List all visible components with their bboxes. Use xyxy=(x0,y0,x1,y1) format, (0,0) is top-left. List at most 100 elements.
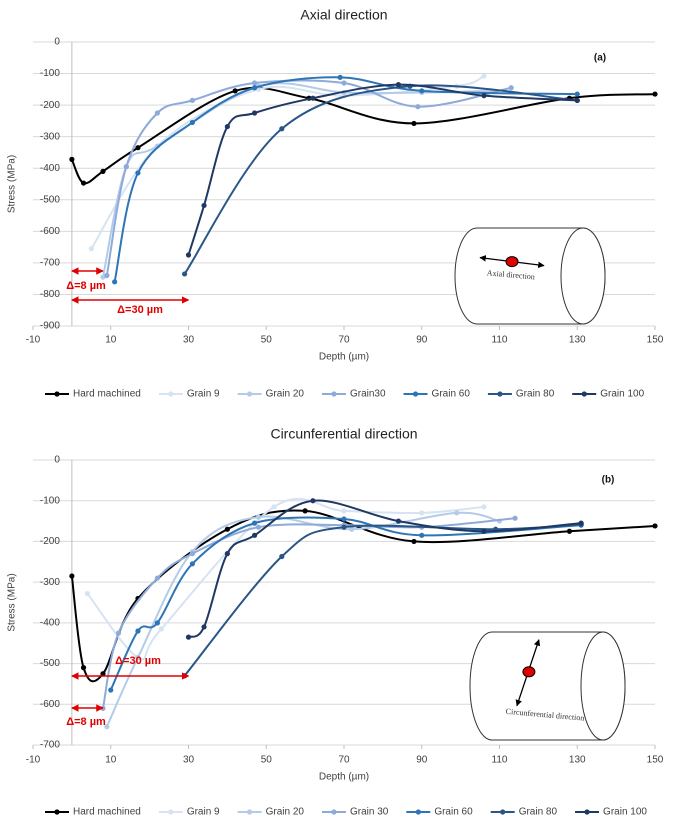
x-tick-label: 70 xyxy=(338,335,350,346)
x-tick-label: 130 xyxy=(569,335,586,346)
data-point xyxy=(454,510,460,516)
data-point xyxy=(189,97,195,103)
data-point xyxy=(100,168,106,174)
data-point xyxy=(574,97,580,103)
data-point xyxy=(341,524,347,530)
legend-dot xyxy=(54,809,60,815)
y-tick-label: -100 xyxy=(40,495,60,506)
data-point xyxy=(481,93,487,99)
data-point xyxy=(80,180,87,186)
data-point xyxy=(69,156,75,162)
x-tick-label: 110 xyxy=(492,335,508,346)
data-point xyxy=(271,504,277,510)
data-point xyxy=(135,628,141,634)
data-point xyxy=(302,508,308,514)
data-point xyxy=(652,91,658,97)
legend-dot xyxy=(415,809,421,815)
series-line xyxy=(183,84,578,275)
series-line xyxy=(70,86,656,185)
data-point xyxy=(154,110,160,116)
x-tick-label: 50 xyxy=(261,755,273,766)
legend-dot xyxy=(500,809,506,815)
inset: Circunferential direction xyxy=(469,631,626,741)
y-tick-label: -900 xyxy=(40,321,60,332)
data-point xyxy=(310,498,316,504)
y-tick-label: -100 xyxy=(40,68,60,79)
y-tick-label: -500 xyxy=(40,658,60,669)
data-point xyxy=(224,526,230,532)
y-tick-label: -500 xyxy=(40,194,60,205)
x-tick-label: 70 xyxy=(338,755,350,766)
data-point xyxy=(185,252,192,258)
annotation: Δ=30 µm xyxy=(117,304,163,316)
annotation: Δ=30 µm xyxy=(115,655,161,667)
data-point xyxy=(135,145,141,151)
data-point xyxy=(224,551,230,557)
y-tick-label: -700 xyxy=(40,258,60,269)
inset-label: Axial direction xyxy=(486,268,535,281)
data-point xyxy=(232,88,238,94)
y-tick-label: -600 xyxy=(40,699,60,710)
data-point xyxy=(481,73,487,79)
cylinder-end xyxy=(560,227,606,325)
legend-label: Hard machined xyxy=(73,389,141,400)
legend-label: Grain 20 xyxy=(266,807,305,818)
chart-title: Circunferential direction xyxy=(270,426,417,442)
inset: Axial direction xyxy=(454,227,606,325)
x-axis-label: Depth (µm) xyxy=(319,772,369,783)
x-tick-label: 90 xyxy=(416,755,428,766)
y-tick-label: -600 xyxy=(40,226,60,237)
series-line xyxy=(70,509,656,683)
series-line xyxy=(86,497,485,661)
chart: Circunferential direction 0 -100 -200 -300 -4… xyxy=(7,426,664,818)
x-tick-label: 50 xyxy=(261,335,273,346)
series-line xyxy=(101,517,516,709)
y-tick-label: -200 xyxy=(40,536,60,547)
data-point xyxy=(419,510,425,516)
data-point xyxy=(279,126,285,132)
data-point xyxy=(189,551,195,557)
x-tick-label: -10 xyxy=(26,335,41,346)
y-tick-label: -400 xyxy=(40,163,60,174)
data-point xyxy=(652,523,658,529)
legend-dot xyxy=(247,391,253,397)
direction-dot xyxy=(505,256,519,268)
data-point xyxy=(415,104,421,110)
data-point xyxy=(69,573,75,579)
data-point xyxy=(201,624,207,630)
y-tick-label: -400 xyxy=(40,617,60,628)
cylinder-end xyxy=(580,631,626,741)
x-tick-label: 90 xyxy=(416,335,428,346)
data-point xyxy=(341,508,347,514)
data-point xyxy=(578,520,584,526)
data-point xyxy=(135,654,141,661)
legend-dot xyxy=(497,391,503,397)
legend-dot xyxy=(331,391,337,397)
data-point xyxy=(255,524,262,530)
legend-label: Grain 80 xyxy=(519,807,558,818)
data-point xyxy=(100,274,106,280)
y-tick-label: -700 xyxy=(40,740,60,751)
data-point xyxy=(411,538,417,545)
chart-title: Axial direction xyxy=(300,7,387,23)
y-tick-label: -200 xyxy=(40,100,60,111)
y-axis-label: Stress (MPa) xyxy=(7,155,18,213)
data-point xyxy=(80,665,87,671)
data-point xyxy=(84,590,91,597)
data-point xyxy=(419,532,425,538)
data-point xyxy=(508,85,514,91)
series-line xyxy=(109,516,582,691)
data-point xyxy=(481,528,487,534)
data-point xyxy=(395,518,402,524)
data-point xyxy=(566,528,573,534)
legend-label: Grain 9 xyxy=(187,807,220,818)
data-point xyxy=(104,272,110,279)
chart: Axial direction 0 -100 -200 -300 -400 -500 -600… xyxy=(7,7,664,400)
legend-label: Grain 60 xyxy=(432,389,471,400)
data-point xyxy=(104,724,110,730)
x-tick-label: 110 xyxy=(492,755,508,766)
x-tick-label: 30 xyxy=(183,755,195,766)
data-point xyxy=(251,520,258,526)
data-point xyxy=(154,620,160,626)
